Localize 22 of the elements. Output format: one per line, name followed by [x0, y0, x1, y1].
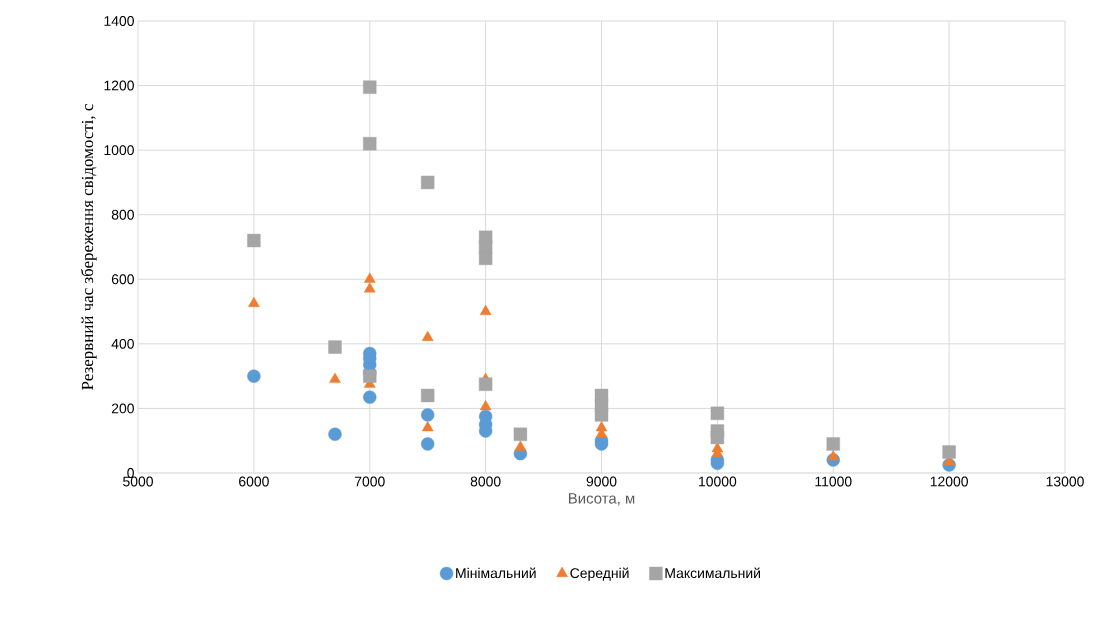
legend-label: Максимальний	[665, 567, 760, 579]
y-tick-label: 0	[127, 468, 134, 478]
x-tick-label: 8000	[470, 476, 501, 487]
y-axis-title: Резервний час збереження свідомості, с	[80, 104, 97, 390]
x-tick-label: 10000	[699, 476, 737, 487]
x-tick-label: 9000	[586, 476, 617, 487]
x-tick-label: 13000	[1046, 476, 1084, 487]
legend-label: Середній	[570, 567, 629, 581]
x-tick-label: 12000	[930, 476, 968, 487]
y-tick-label: 400	[111, 338, 134, 349]
x-tick-label: 5000	[123, 476, 153, 487]
legend-label: Мінімальний	[456, 567, 536, 579]
y-tick-label: 1400	[104, 16, 134, 26]
y-tick-label: 200	[111, 403, 134, 414]
y-tick-label: 600	[111, 274, 134, 285]
y-tick-label: 800	[111, 209, 134, 220]
x-axis-title: Висота, м	[568, 493, 635, 506]
y-tick-label: 1200	[104, 80, 134, 91]
x-tick-label: 6000	[239, 476, 269, 487]
x-tick-label: 11000	[815, 476, 852, 487]
y-tick-label: 1000	[104, 145, 134, 156]
x-tick-label: 7000	[354, 476, 385, 487]
